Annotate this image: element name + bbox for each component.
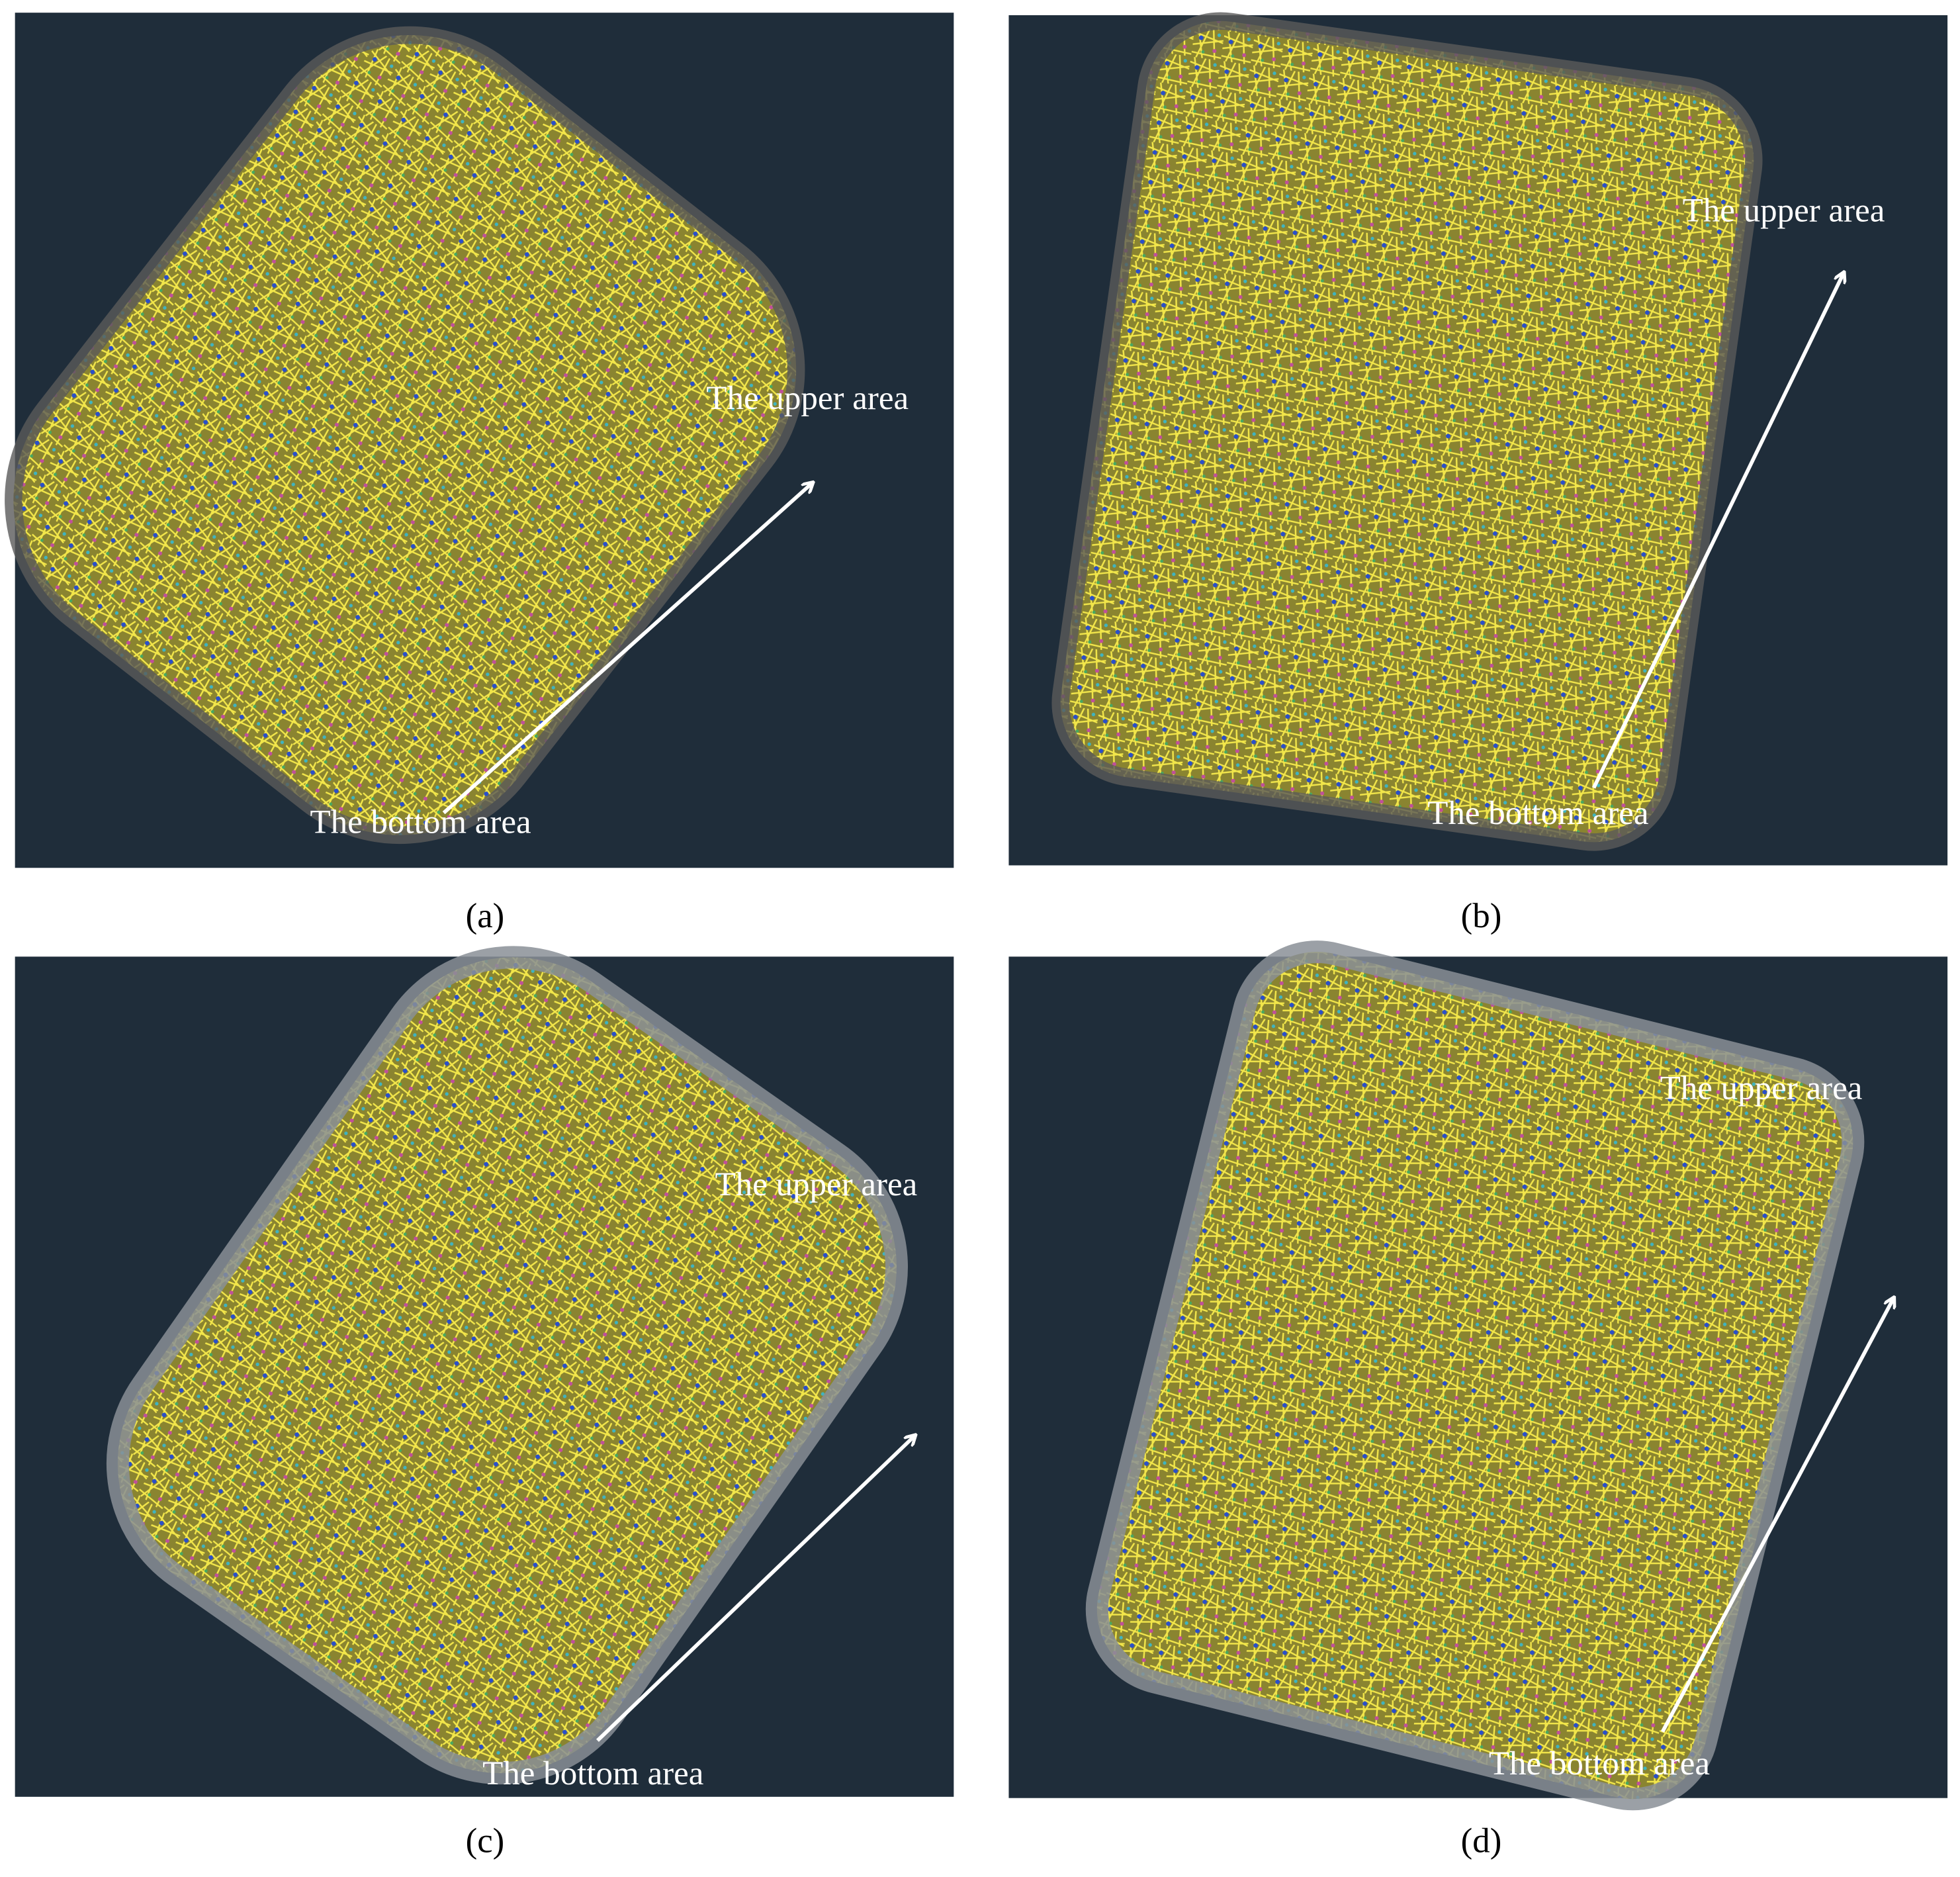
- specimen: [1051, 12, 1763, 851]
- arrow: [1660, 1298, 1893, 1733]
- specimen: [106, 946, 908, 1785]
- upper-label: The upper area: [1683, 193, 1885, 230]
- upper-label: The upper area: [1660, 1070, 1863, 1107]
- caption: (d): [1461, 1822, 1502, 1860]
- bottom-label: The bottom area: [1427, 795, 1648, 832]
- upper-label: The upper area: [706, 380, 909, 417]
- bottom-label: The bottom area: [310, 803, 531, 841]
- caption: (c): [466, 1822, 505, 1860]
- bottom-label: The bottom area: [1489, 1745, 1710, 1782]
- specimen: [5, 26, 805, 845]
- bottom-label: The bottom area: [482, 1755, 703, 1792]
- caption: (b): [1461, 897, 1502, 935]
- upper-label: The upper area: [715, 1166, 918, 1203]
- caption: (a): [466, 897, 505, 935]
- specimen: [1085, 940, 1865, 1811]
- arrow: [596, 1436, 915, 1742]
- arrow: [1591, 273, 1844, 789]
- arrow: [442, 482, 813, 815]
